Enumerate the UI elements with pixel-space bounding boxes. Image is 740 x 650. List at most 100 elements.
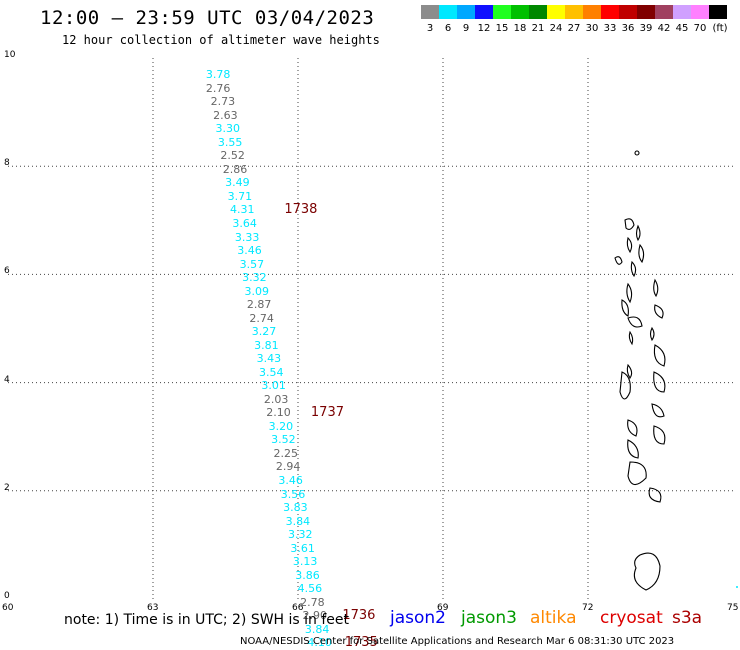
- wave-height-label: 3.46: [237, 244, 262, 258]
- wave-height-label: 2.76: [205, 81, 231, 95]
- island-outline: [627, 461, 647, 486]
- scale-swatch: [637, 5, 655, 19]
- wave-height-label: 3.64: [232, 217, 257, 230]
- stray-point: [736, 586, 738, 588]
- pass-time-label: 1738: [284, 202, 318, 218]
- scale-label: 18: [513, 23, 527, 34]
- map-subtitle: 12 hour collection of altimeter wave hei…: [62, 33, 380, 47]
- wave-height-label: 2.63: [213, 108, 238, 122]
- wave-height-label: 3.81: [254, 338, 279, 352]
- scale-swatch: [421, 5, 439, 19]
- scale-label: 45: [675, 23, 689, 34]
- satellite-legend-item: jason3: [461, 608, 517, 628]
- scale-swatch: [511, 5, 529, 19]
- maldives-coastline: [614, 150, 666, 591]
- scale-swatch: [475, 5, 493, 19]
- scale-label: 30: [585, 23, 599, 34]
- wave-height-label: 3.46: [278, 473, 303, 487]
- island-outline: [653, 425, 666, 445]
- island-outline: [624, 218, 635, 230]
- scale-label: 33: [603, 23, 617, 34]
- wave-height-label: 3.54: [259, 365, 284, 379]
- pass-time-label: 1735: [344, 635, 378, 650]
- wave-height-label: 3.20: [268, 419, 294, 433]
- island-outline: [627, 419, 638, 437]
- wave-height-label: 3.83: [283, 501, 308, 515]
- wave-height-label: 2.74: [249, 311, 274, 325]
- scale-swatch: [547, 5, 565, 19]
- scale-unit: (ft): [712, 23, 728, 34]
- lon-tick-label: 72: [582, 603, 594, 613]
- scale-label: 6: [444, 23, 452, 34]
- island-outline: [626, 282, 633, 304]
- island-outline: [634, 150, 640, 156]
- wave-height-label: 4.10: [307, 636, 332, 650]
- wave-height-label: 3.32: [242, 271, 267, 285]
- wave-height-label: 2.25: [273, 446, 299, 460]
- satellite-legend-item: s3a: [672, 608, 703, 628]
- lat-tick-label: 4: [4, 374, 10, 385]
- island-outline: [638, 243, 645, 264]
- island-outline: [653, 371, 666, 393]
- scale-label: 9: [462, 23, 470, 34]
- scale-label: 15: [495, 23, 509, 34]
- island-outline: [619, 371, 631, 400]
- scale-swatch: [457, 5, 475, 19]
- wave-height-label: 3.56: [280, 487, 306, 501]
- satellite-legend-item: altika: [530, 608, 577, 628]
- island-outline: [654, 304, 664, 319]
- island-outline: [653, 278, 659, 298]
- satellite-legend-item: cryosat: [600, 608, 663, 628]
- wave-height-label: 3.01: [261, 379, 286, 393]
- wave-height-label: 3.32: [288, 528, 313, 542]
- wave-height-label: 2.78: [300, 595, 325, 609]
- lat-tick-label: 8: [4, 158, 10, 169]
- lon-tick-label: 75: [727, 603, 739, 613]
- wave-height-label: 3.52: [271, 433, 296, 447]
- wave-height-label: 3.84: [304, 622, 330, 636]
- island-outline: [626, 363, 633, 379]
- wave-height-label: 3.78: [205, 68, 231, 82]
- scale-label: 39: [639, 23, 653, 34]
- lat-tick-label: 10: [4, 50, 16, 60]
- map-title: 12:00 – 23:59 UTC 03/04/2023: [40, 7, 375, 29]
- scale-label: 21: [531, 23, 545, 34]
- lat-tick-label: 0: [4, 591, 10, 601]
- lat-tick-label: 2: [4, 482, 10, 493]
- scale-swatch: [583, 5, 601, 19]
- footnote: note: 1) Time is in UTC; 2) SWH is in fe…: [64, 612, 350, 628]
- lon-tick-label: 60: [2, 603, 14, 613]
- wave-height-label: 4.56: [297, 582, 323, 596]
- island-outline: [630, 260, 637, 278]
- lat-lon-grid: [8, 58, 733, 599]
- lon-tick-label: 63: [147, 603, 159, 613]
- wave-height-label: 3.33: [234, 230, 260, 244]
- island-outline: [614, 256, 623, 265]
- island-outline: [635, 224, 641, 242]
- island-outline: [649, 326, 655, 342]
- pass-time-label: 1736: [342, 608, 376, 624]
- scale-swatch: [709, 5, 727, 19]
- island-outline: [628, 330, 634, 346]
- island-outline: [627, 439, 639, 459]
- wave-height-label: 3.30: [215, 122, 241, 136]
- wave-height-label: 3.55: [217, 135, 243, 149]
- island-outline: [651, 403, 665, 418]
- scale-label: 12: [477, 23, 491, 34]
- scale-label: 24: [549, 23, 563, 34]
- scale-label: 27: [567, 23, 581, 34]
- island-outline: [626, 236, 633, 254]
- wave-height-label: 3.71: [227, 189, 253, 203]
- scale-label: 36: [621, 23, 635, 34]
- wave-height-label: 2.73: [210, 95, 236, 109]
- pass-time-label: 1737: [310, 405, 344, 421]
- wave-height-label: 3.84: [285, 514, 311, 528]
- island-outline: [653, 344, 666, 367]
- scale-label: 70: [693, 23, 707, 34]
- lon-tick-label: 66: [292, 603, 304, 613]
- scale-swatch: [691, 5, 709, 19]
- scale-label: 3: [426, 23, 434, 34]
- credit-line: NOAA/NESDIS Center for Satellite Applica…: [240, 636, 675, 647]
- wave-height-label: 4.31: [230, 203, 255, 217]
